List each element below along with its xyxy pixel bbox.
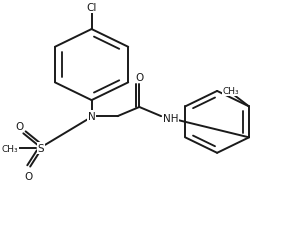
Text: CH₃: CH₃ xyxy=(223,86,240,95)
Text: O: O xyxy=(135,73,143,83)
Text: O: O xyxy=(15,122,23,132)
Text: NH: NH xyxy=(162,113,178,123)
Text: O: O xyxy=(25,171,33,181)
Text: S: S xyxy=(38,144,44,154)
Text: Cl: Cl xyxy=(86,3,97,13)
Text: CH₃: CH₃ xyxy=(1,144,18,153)
Text: N: N xyxy=(88,112,95,122)
